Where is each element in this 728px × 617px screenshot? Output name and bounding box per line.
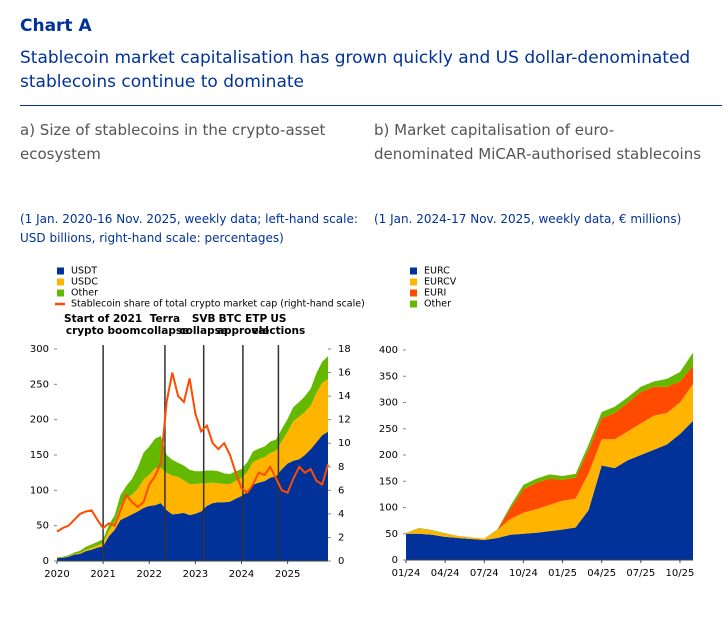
event-label: collapse bbox=[141, 325, 190, 337]
legend-label: Other bbox=[71, 288, 98, 299]
event-label: US bbox=[270, 313, 286, 325]
panel-note: (1 Jan. 2024-17 Nov. 2025, weekly data, … bbox=[374, 212, 682, 226]
x-tick-label: 2022 bbox=[137, 569, 162, 580]
y-tick-label: 400 bbox=[379, 345, 398, 356]
y-tick-label: 0 bbox=[43, 556, 49, 567]
x-tick-label: 10/25 bbox=[666, 568, 695, 579]
area bbox=[406, 365, 693, 539]
x-tick-label: 01/24 bbox=[392, 568, 421, 579]
legend-swatch bbox=[410, 267, 417, 275]
x-tick-label: 07/25 bbox=[626, 568, 655, 579]
y-tick-label: 350 bbox=[379, 371, 398, 382]
chart-label: Chart A bbox=[20, 16, 92, 36]
y-tick-label: 300 bbox=[379, 398, 398, 409]
y-tick-label: 100 bbox=[30, 485, 49, 496]
legend-label: EURI bbox=[424, 288, 446, 299]
event-label: approval bbox=[217, 325, 269, 337]
legend-label: USDT bbox=[71, 266, 97, 277]
event-label: SVB bbox=[192, 313, 216, 325]
area bbox=[57, 379, 328, 559]
y2-tick-label: 6 bbox=[338, 485, 344, 496]
y2-tick-label: 16 bbox=[338, 368, 351, 379]
y-tick-label: 250 bbox=[30, 379, 49, 390]
y2-tick-label: 14 bbox=[338, 391, 351, 402]
y2-tick-label: 12 bbox=[338, 415, 351, 426]
headline: Stablecoin market capitalisation has gro… bbox=[20, 48, 691, 92]
y-tick-label: 200 bbox=[379, 450, 398, 461]
area bbox=[57, 431, 328, 561]
x-tick-label: 01/25 bbox=[548, 568, 577, 579]
y2-tick-label: 0 bbox=[338, 556, 344, 567]
y2-tick-label: 10 bbox=[338, 438, 351, 449]
line bbox=[56, 372, 329, 533]
event-label: Start of 2021 bbox=[64, 313, 142, 325]
y-tick-label: 100 bbox=[379, 503, 398, 514]
x-tick-label: 04/24 bbox=[431, 568, 460, 579]
x-tick-label: 07/24 bbox=[470, 568, 499, 579]
x-tick-label: 2024 bbox=[229, 569, 254, 580]
legend-label: EURCV bbox=[424, 277, 457, 288]
x-tick-label: 2023 bbox=[183, 569, 208, 580]
event-label: BTC ETP bbox=[219, 313, 268, 325]
x-tick-label: 2020 bbox=[44, 569, 69, 580]
panel-title: b) Market capitalisation of euro-denomin… bbox=[374, 121, 702, 163]
y-tick-label: 0 bbox=[392, 555, 398, 566]
y-tick-label: 250 bbox=[379, 424, 398, 435]
event-label: Terra bbox=[150, 313, 180, 325]
legend-swatch bbox=[57, 278, 64, 286]
legend-swatch bbox=[410, 278, 417, 286]
panel-title: a) Size of stablecoins in the crypto-ass… bbox=[20, 121, 326, 163]
y-tick-label: 150 bbox=[379, 476, 398, 487]
event-label: crypto boom bbox=[66, 325, 141, 337]
x-tick-label: 10/24 bbox=[509, 568, 538, 579]
y2-tick-label: 2 bbox=[338, 532, 344, 543]
event-label: elections bbox=[252, 325, 306, 337]
panel-note: (1 Jan. 2020-16 Nov. 2025, weekly data; … bbox=[20, 212, 358, 245]
area bbox=[406, 420, 693, 560]
y-tick-label: 50 bbox=[36, 521, 49, 532]
x-tick-label: 2025 bbox=[275, 569, 300, 580]
legend-swatch bbox=[410, 300, 417, 308]
legend-label: Stablecoin share of total crypto market … bbox=[71, 299, 365, 310]
legend-swatch bbox=[57, 267, 64, 275]
legend-label: Other bbox=[424, 299, 451, 310]
y2-tick-label: 18 bbox=[338, 344, 351, 355]
y2-tick-label: 4 bbox=[338, 509, 344, 520]
legend-label: EURC bbox=[424, 266, 450, 277]
area bbox=[406, 384, 693, 540]
legend-swatch bbox=[410, 289, 417, 297]
y2-tick-label: 8 bbox=[338, 462, 344, 473]
y-tick-label: 300 bbox=[30, 344, 49, 355]
y-tick-label: 50 bbox=[385, 529, 398, 540]
rule bbox=[20, 105, 722, 106]
y-tick-label: 150 bbox=[30, 450, 49, 461]
event-label: collapse bbox=[179, 325, 228, 337]
legend-label: USDC bbox=[71, 277, 98, 288]
y-tick-label: 200 bbox=[30, 415, 49, 426]
legend-swatch bbox=[57, 289, 64, 297]
x-tick-label: 2021 bbox=[90, 569, 115, 580]
x-tick-label: 04/25 bbox=[587, 568, 616, 579]
